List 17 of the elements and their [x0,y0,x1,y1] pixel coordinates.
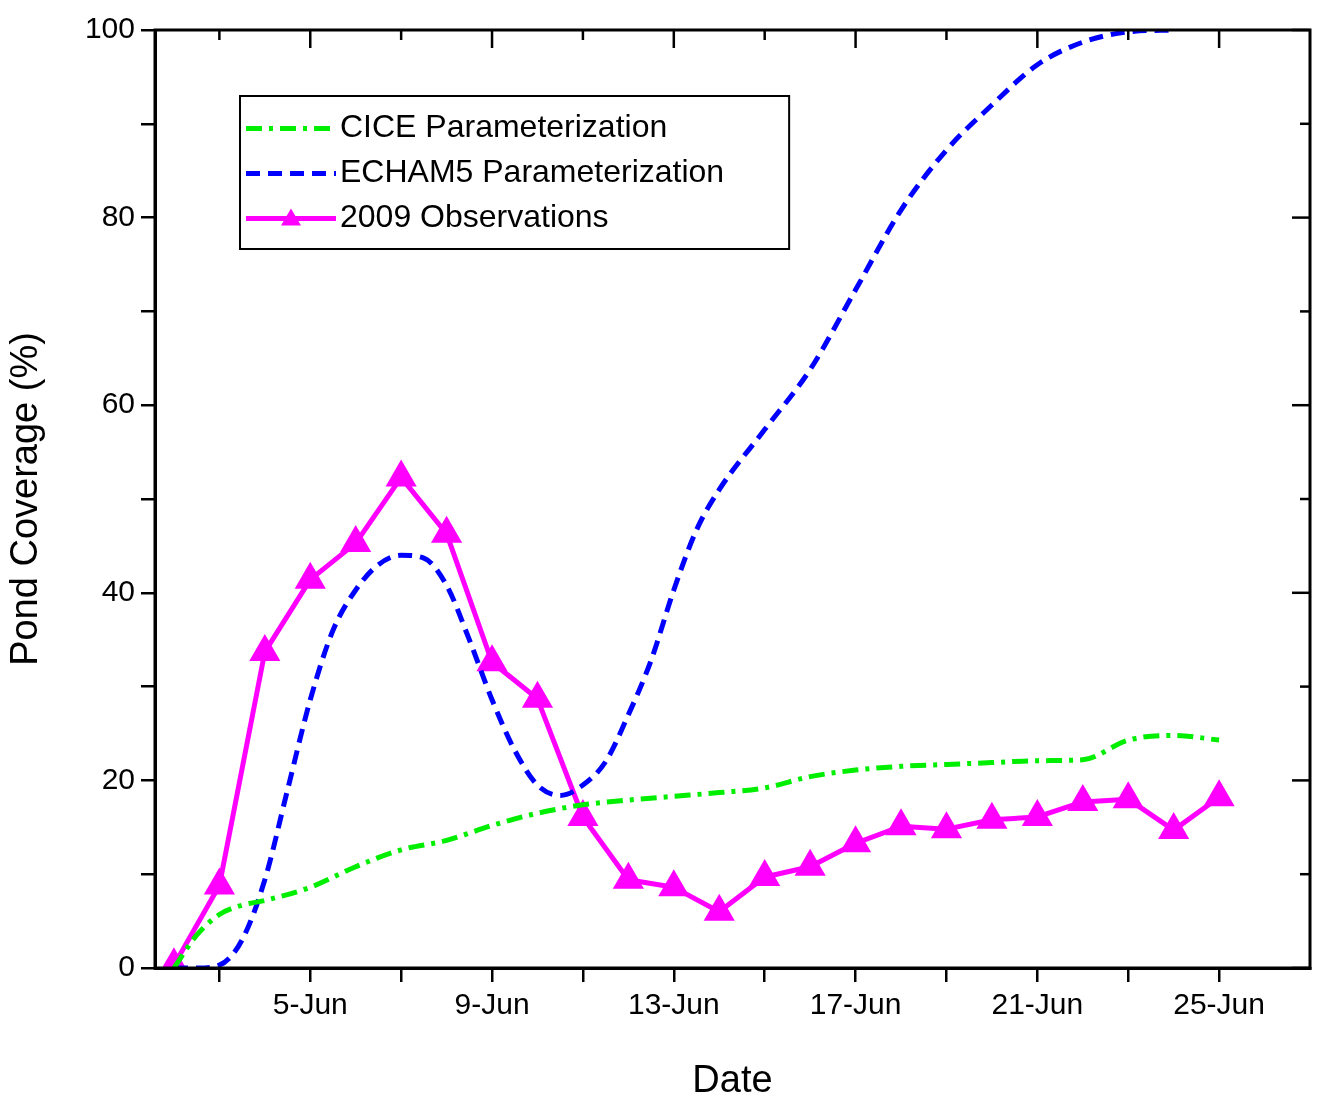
y-tick-label: 40 [101,574,135,608]
y-tick-label: 80 [101,198,135,232]
x-tick-label: 9-Jun [454,987,530,1021]
y-tick-label: 0 [118,949,135,983]
x-tick-label: 5-Jun [272,987,348,1021]
y-axis-title: Pond Coverage (%) [3,332,46,666]
x-tick-label: 21-Jun [991,987,1084,1021]
legend-label: ECHAM5 Parameterization [340,153,725,190]
y-tick-label: 20 [101,761,135,795]
y-tick-label: 60 [101,386,135,420]
x-axis-title: Date [692,1057,773,1100]
legend-label: CICE Parameterization [340,108,668,145]
legend-label: 2009 Observations [340,198,609,235]
y-tick-label: 100 [84,11,135,45]
x-tick-label: 13-Jun [627,987,720,1021]
x-tick-label: 17-Jun [809,987,902,1021]
x-tick-label: 25-Jun [1173,987,1265,1021]
